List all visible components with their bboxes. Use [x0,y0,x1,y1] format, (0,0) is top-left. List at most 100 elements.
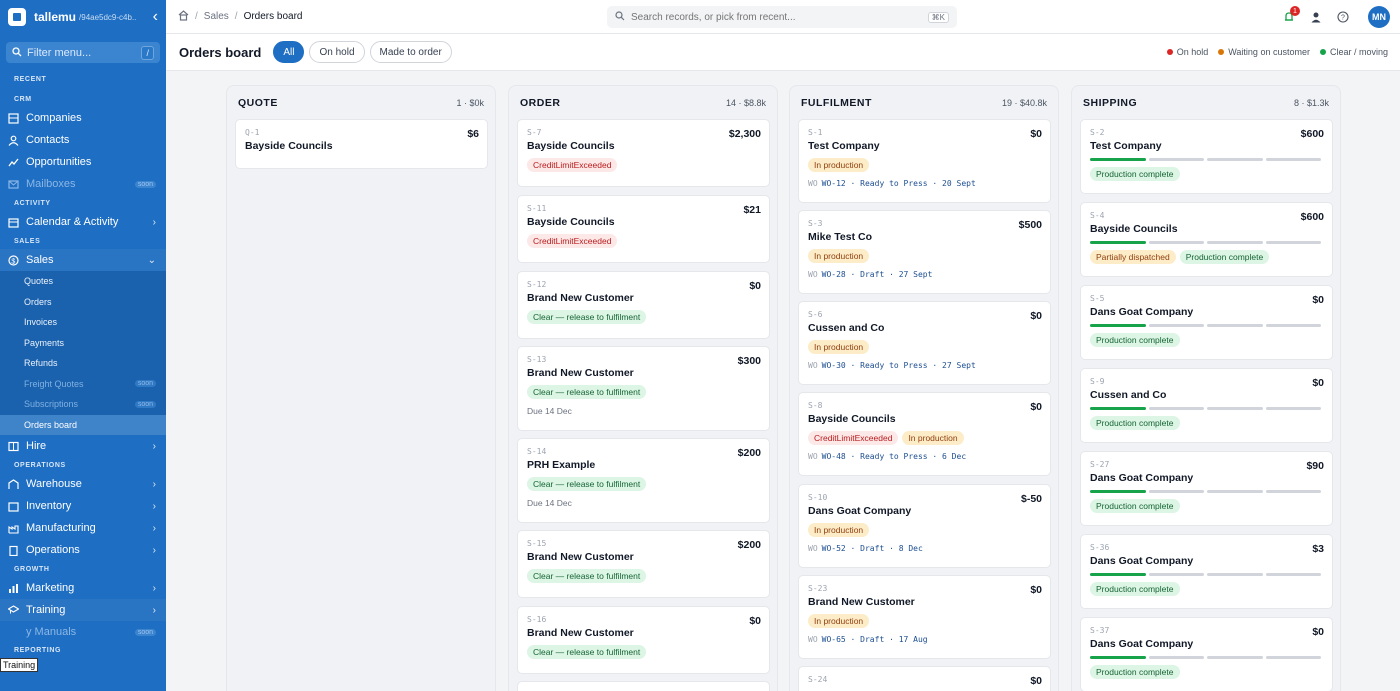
sidebar-item-hire[interactable]: Hire › [0,435,166,457]
bell-icon[interactable]: 1 [1278,6,1300,28]
order-card[interactable]: S-15 $200 Brand New Customer Clear — releas… [517,530,770,598]
filter-all[interactable]: All [273,41,305,63]
topbar: / Sales / Orders board ⌘K 1 ? MN [166,0,1400,34]
sidebar-item-warehouse[interactable]: Warehouse › [0,473,166,495]
order-card[interactable]: S-10 $-50 Dans Goat Company In production WO… [798,484,1051,568]
sidebar-item-orders-board[interactable]: Orders board [0,414,166,435]
order-card[interactable]: Q-1 $6 Bayside Councils [235,119,488,169]
graduation-cap-icon [7,604,19,616]
status-badge: In production [808,249,870,263]
sidebar-item-refunds[interactable]: Refunds [0,353,166,374]
order-card[interactable]: S-2 $600 Test Company Production complete [1080,119,1333,194]
collapse-sidebar-icon[interactable]: ‹ [152,8,158,25]
order-card[interactable]: S-8 $0 Bayside Councils CreditLimitExceeded… [798,392,1051,476]
order-card[interactable]: S-4 $600 Bayside Councils Partially dispatc… [1080,202,1333,277]
order-card[interactable]: S-11 $21 Bayside Councils CreditLimitExceed… [517,195,770,263]
column-order: ORDER 14 · $8.8k S-7 $2,300 Bayside Council… [508,85,778,691]
sidebar-item-label: Training [26,604,66,616]
order-card[interactable]: S-24 $0 [798,666,1051,691]
status-badge: In production [808,614,870,628]
order-card[interactable]: S-12 $0 Brand New Customer Clear — release … [517,271,770,339]
order-card[interactable]: S-9 $0 Cussen and Co Production complete [1080,368,1333,443]
status-badge: In production [808,523,870,537]
bar-chart-icon [7,582,19,594]
sidebar-item-sales[interactable]: $ Sales ⌄ [0,249,166,271]
column-fulfilment: FULFILMENT 19 · $40.8k S-1 $0 Test Company I… [789,85,1059,691]
section-operations: OPERATIONS [14,462,66,469]
order-amount: $6 [467,128,479,140]
order-card[interactable]: S-27 $90 Dans Goat Company Production compl… [1080,451,1333,526]
home-icon[interactable] [178,9,189,24]
global-search[interactable]: ⌘K [607,6,957,28]
help-icon[interactable]: ? [1332,6,1354,28]
trend-icon [7,156,19,168]
order-card[interactable] [517,681,770,691]
work-order-line[interactable]: WO WO-52 · Draft · 8 Dec [808,544,923,553]
order-card[interactable]: S-16 $0 Brand New Customer Clear — release … [517,606,770,674]
order-card[interactable]: S-7 $2,300 Bayside Councils CreditLimitExce… [517,119,770,187]
status-badge: Production complete [1090,499,1180,513]
filter-menu-input[interactable] [27,46,127,59]
order-card[interactable]: S-6 $0 Cussen and Co In production WO WO-30 ·… [798,301,1051,385]
order-card[interactable]: S-13 $300 Brand New Customer Clear — releas… [517,346,770,431]
sidebar-item-companies[interactable]: Companies [0,107,166,129]
status-badge: Clear — release to fulfilment [527,645,647,659]
column-summary: 14 · $8.8k [725,98,766,108]
sidebar-item-label: Subscriptions [24,399,79,410]
order-code: Q-1 [245,128,260,137]
sidebar-item-calendar[interactable]: Calendar & Activity › [0,211,166,233]
sidebar-item-invoices[interactable]: Invoices [0,312,166,333]
sidebar-item-payments[interactable]: Payments [0,332,166,353]
column-title: ORDER [520,97,561,109]
work-order-line[interactable]: WO WO-28 · Draft · 27 Sept [808,270,933,279]
filter-menu[interactable]: / [6,42,160,63]
mail-icon [7,178,19,190]
work-order-line[interactable]: WO WO-12 · Ready to Press · 20 Sept [808,179,976,188]
box-icon [7,500,19,512]
chevron-right-icon: › [152,500,156,512]
breadcrumb-sales[interactable]: Sales [203,11,229,22]
sidebar-item-contacts[interactable]: Contacts [0,129,166,151]
order-card[interactable]: S-36 $3 Dans Goat Company Production comple… [1080,534,1333,609]
filter-made-to-order[interactable]: Made to order [369,41,452,63]
sidebar-item-marketing[interactable]: Marketing › [0,577,166,599]
filter-on-hold[interactable]: On hold [309,41,365,63]
shipping-progress [1090,656,1324,659]
sidebar-item-label: Hire [26,440,47,452]
sidebar-item-inventory[interactable]: Inventory › [0,495,166,517]
sidebar-item-quotes[interactable]: Quotes [0,271,166,292]
shipping-progress [1090,324,1324,327]
sidebar-item-opportunities[interactable]: Opportunities [0,151,166,173]
chevron-right-icon: › [152,216,156,228]
column-summary: 1 · $0k [456,98,484,108]
work-order-line[interactable]: WO WO-30 · Ready to Press · 27 Sept [808,361,976,370]
column-title: QUOTE [238,97,278,109]
chevron-right-icon: › [152,544,156,556]
due-date: Due 14 Dec [527,406,572,416]
user-switch-icon[interactable] [1305,6,1327,28]
column-shipping: SHIPPING 8 · $1.3k S-2 $600 Test Company Pro… [1071,85,1341,691]
order-card[interactable]: S-1 $0 Test Company In production WO WO-12 · … [798,119,1051,203]
sidebar-item-operations[interactable]: Operations › [0,539,166,561]
sidebar-item-label: Contacts [26,134,70,146]
order-card[interactable]: S-5 $0 Dans Goat Company Production complet… [1080,285,1333,360]
work-order-line[interactable]: WO WO-65 · Draft · 17 Aug [808,635,928,644]
order-card[interactable]: S-37 $0 Dans Goat Company Production comple… [1080,617,1333,691]
order-card[interactable]: S-14 $200 PRH Example Clear — release to fu… [517,438,770,523]
orders-board: QUOTE 1 · $0k Q-1 $6 Bayside Councils ORDER… [226,85,1341,691]
calendar-icon [7,216,19,228]
search-icon [615,10,625,24]
search-input[interactable] [631,11,911,23]
sidebar-item-manufacturing[interactable]: Manufacturing › [0,517,166,539]
work-order-line[interactable]: WO WO-48 · Ready to Press · 6 Dec [808,452,967,461]
section-recent[interactable]: RECENT [14,76,47,83]
order-card[interactable]: S-23 $0 Brand New Customer In production WO W… [798,575,1051,659]
sidebar-item-label: Operations [26,544,80,556]
sidebar-item-training[interactable]: Training › [0,599,166,621]
avatar[interactable]: MN [1368,6,1390,28]
order-card[interactable]: S-3 $500 Mike Test Co In production WO WO-28 … [798,210,1051,294]
sidebar-item-orders[interactable]: Orders [0,291,166,312]
building-icon [7,112,19,124]
sidebar-item-mailboxes: Mailboxes soon [0,173,166,195]
status-badge: Production complete [1090,665,1180,679]
